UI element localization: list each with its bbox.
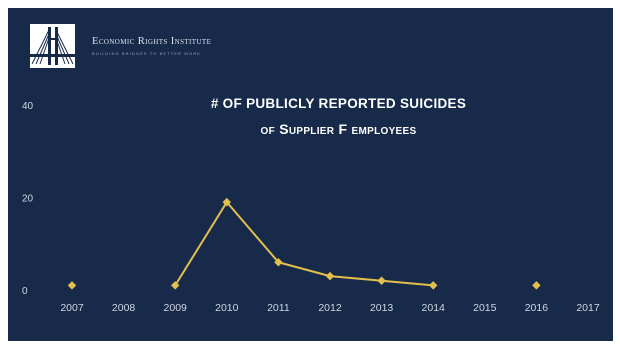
data-point xyxy=(274,258,283,267)
data-point xyxy=(325,271,335,281)
y-tick-label: 20 xyxy=(22,194,34,205)
x-tick-label: 2015 xyxy=(473,302,497,314)
data-point xyxy=(377,276,386,285)
y-tick-label: 0 xyxy=(22,286,28,297)
brand-name: Economic Rights Institute xyxy=(92,36,212,47)
data-point xyxy=(67,281,77,290)
line-chart: 0 20 40 2007 2008 2009 2010 2011 2012 2013 2014 201… xyxy=(22,101,600,314)
y-tick-label: 40 xyxy=(22,101,34,112)
x-tick-label: 2017 xyxy=(576,302,600,314)
chart-panel: Economic Rights Institute Building bridg… xyxy=(8,8,613,341)
data-point xyxy=(532,281,541,290)
series-line-segment xyxy=(329,275,382,282)
x-tick-label: 2007 xyxy=(60,302,84,314)
data-point xyxy=(222,197,231,207)
x-tick-label: 2013 xyxy=(370,302,394,314)
series-line-segment xyxy=(174,201,228,286)
x-tick-label: 2009 xyxy=(164,302,188,314)
x-tick-label: 2010 xyxy=(215,302,239,314)
data-point xyxy=(429,281,438,290)
brand-tagline: Building bridges to better work xyxy=(92,51,202,56)
x-tick-label: 2008 xyxy=(112,302,136,314)
chart-title: # of publicly reported suicides xyxy=(210,96,467,111)
x-tick-label: 2011 xyxy=(267,302,290,314)
x-tick-label: 2016 xyxy=(525,302,549,314)
series-line-segment xyxy=(226,201,280,263)
series-line-segment xyxy=(278,261,331,278)
bridge-logo-icon xyxy=(30,24,75,68)
chart-subtitle: of Supplier F employees xyxy=(260,121,417,137)
x-tick-label: 2014 xyxy=(422,302,446,314)
x-tick-label: 2012 xyxy=(318,302,342,314)
data-point xyxy=(171,281,180,290)
series-line-segment xyxy=(381,279,434,287)
